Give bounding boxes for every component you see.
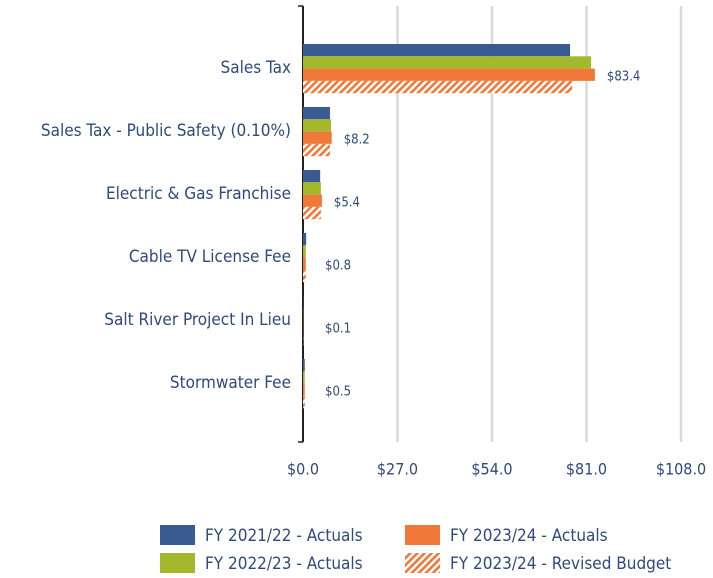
bar <box>303 269 306 283</box>
bar <box>303 383 305 396</box>
bar <box>303 359 305 372</box>
legend-swatch <box>160 553 195 573</box>
bar <box>303 107 330 120</box>
x-tick-label: $27.0 <box>377 460 418 479</box>
bar <box>303 182 321 195</box>
bar <box>303 119 331 132</box>
value-label: $83.4 <box>607 70 640 85</box>
category-label: Cable TV License Fee <box>129 247 291 267</box>
bar <box>303 233 307 246</box>
category-label: Sales Tax <box>220 58 291 78</box>
bar <box>303 68 595 81</box>
legend-label: FY 2023/24 - Actuals <box>450 526 608 546</box>
bar <box>303 44 571 57</box>
x-tick-label: $0.0 <box>287 460 319 479</box>
bar <box>303 80 573 94</box>
value-label: $0.1 <box>325 322 351 337</box>
legend-swatch <box>160 525 195 545</box>
category-label: Stormwater Fee <box>170 373 291 393</box>
x-tick-label: $81.0 <box>566 460 607 479</box>
bar <box>303 395 305 409</box>
bar <box>303 194 322 207</box>
x-tick-label: $54.0 <box>471 460 512 479</box>
bar <box>303 131 332 144</box>
value-label: $0.5 <box>325 385 351 400</box>
value-label: $5.4 <box>334 196 360 211</box>
legend-label: FY 2021/22 - Actuals <box>205 526 363 546</box>
legend-label: FY 2022/23 - Actuals <box>205 554 363 574</box>
bar <box>303 143 330 157</box>
value-label: $8.2 <box>344 133 370 148</box>
legend-swatch <box>405 525 440 545</box>
bar <box>303 371 305 384</box>
bar <box>303 206 321 220</box>
legend-label: FY 2023/24 - Revised Budget <box>450 554 671 574</box>
bar <box>303 245 306 258</box>
category-label: Salt River Project In Lieu <box>104 310 291 330</box>
x-tick-label: $108.0 <box>656 460 706 479</box>
bar <box>303 170 321 183</box>
category-label: Electric & Gas Franchise <box>106 184 291 204</box>
category-label: Sales Tax - Public Safety (0.10%) <box>41 121 291 141</box>
value-label: $0.8 <box>325 259 351 274</box>
bar <box>303 257 306 270</box>
legend-swatch <box>405 553 440 573</box>
bar <box>303 56 592 69</box>
